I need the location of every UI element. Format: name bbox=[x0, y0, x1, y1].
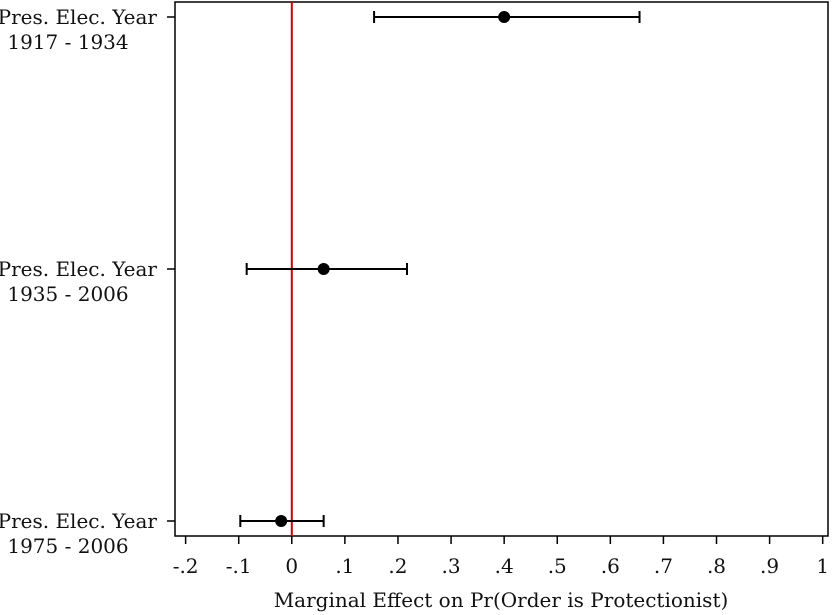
x-tick-label: 1 bbox=[816, 554, 829, 578]
x-tick-label: .8 bbox=[707, 554, 726, 578]
x-tick-label: .6 bbox=[601, 554, 620, 578]
y-category-label-line1: Pres. Elec. Year bbox=[0, 257, 157, 281]
x-tick-label: .1 bbox=[335, 554, 354, 578]
x-axis-title: Marginal Effect on Pr(Order is Protectio… bbox=[274, 588, 729, 612]
y-category-label-line1: Pres. Elec. Year bbox=[0, 5, 157, 29]
y-category-label-line1: Pres. Elec. Year bbox=[0, 509, 157, 533]
x-tick-label: -.1 bbox=[226, 554, 252, 578]
x-tick-label: .3 bbox=[442, 554, 461, 578]
x-tick-label: .4 bbox=[495, 554, 514, 578]
y-category-label-line2: 1935 - 2006 bbox=[7, 282, 128, 306]
point-estimate-marker bbox=[275, 515, 288, 527]
point-estimate-marker bbox=[498, 11, 511, 23]
x-tick-label: 0 bbox=[285, 554, 298, 578]
x-tick-label: .2 bbox=[388, 554, 407, 578]
x-tick-label: .5 bbox=[548, 554, 567, 578]
x-tick-label: .7 bbox=[654, 554, 673, 578]
x-axis: -.2 -.1 0 .1 .2 .3 .4 .5 .6 .7 .8 .9 1 bbox=[173, 536, 829, 578]
point-estimate-marker bbox=[317, 263, 330, 275]
y-category-label-line2: 1975 - 2006 bbox=[7, 534, 128, 558]
estimates-group bbox=[239, 11, 641, 527]
y-category-label-line2: 1917 - 1934 bbox=[7, 30, 128, 54]
x-tick-label: .9 bbox=[760, 554, 779, 578]
x-tick-label: -.2 bbox=[173, 554, 199, 578]
